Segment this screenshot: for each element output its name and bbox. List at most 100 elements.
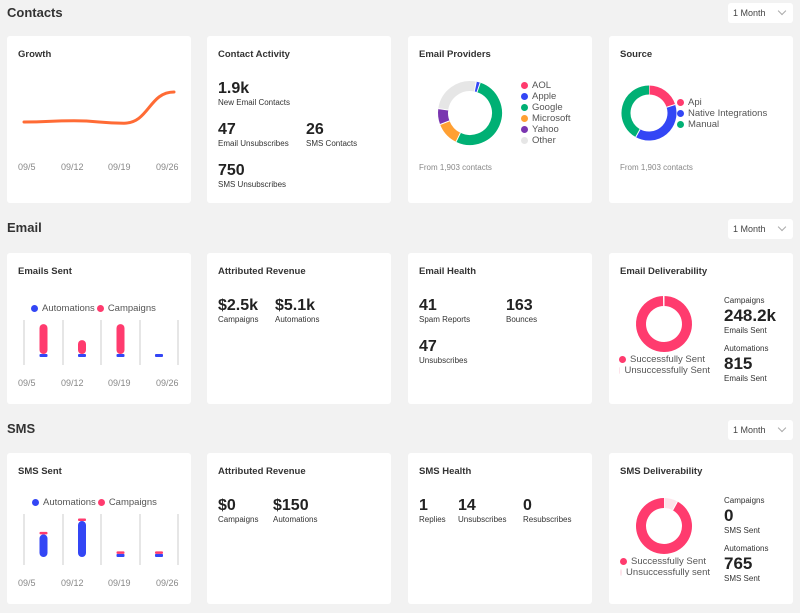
slice-separator: [672, 501, 678, 511]
legend-item: Api: [677, 97, 767, 108]
x-tick-label: 09/5: [18, 162, 36, 172]
legend-label: Other: [532, 135, 556, 146]
growth-line-chart: [22, 90, 176, 125]
x-tick-label: 09/26: [156, 378, 179, 388]
email-health-card: Email Health 41 Spam Reports 163 Bounces…: [408, 253, 592, 404]
stat-value: 765: [724, 554, 753, 573]
chevron-down-icon: [777, 222, 787, 232]
emails-sent-card: Emails Sent Automations Campaigns 09/5 0…: [7, 253, 191, 404]
bar-campaigns: [116, 324, 125, 354]
source-slice: [635, 104, 677, 141]
bar-automations: [78, 354, 86, 357]
bar-campaigns: [78, 340, 86, 354]
sms-health-card: SMS Health 1 Replies 14 Unsubscribes 0 R…: [408, 453, 592, 604]
stat-value: 47: [218, 121, 236, 138]
provider-slice: [474, 81, 481, 93]
legend-item-campaigns: Campaigns: [96, 303, 156, 314]
stat-value: 26: [306, 121, 324, 138]
legend-item-successful: Successfully Sent: [620, 556, 710, 567]
stat-automations-revenue: $5.1k Automations: [275, 297, 319, 325]
sms-sent-bar-chart: [23, 514, 179, 565]
legend-dot: [521, 137, 528, 144]
stat-value: $5.1k: [275, 297, 316, 314]
deliverability-slice: [636, 296, 692, 352]
legend-dot: [96, 305, 104, 312]
bar-automations: [116, 354, 125, 357]
stat-label: Unsubscribes: [458, 515, 507, 524]
legend-label: Automations: [43, 497, 96, 508]
stat-value: 0: [523, 497, 532, 514]
sms-sent-legend: Automations Campaigns: [32, 497, 157, 508]
stat-label: SMS Unsubscribes: [218, 180, 287, 189]
card-title: Attributed Revenue: [218, 466, 306, 477]
legend-dot: [97, 499, 105, 506]
card-title: Emails Sent: [18, 266, 72, 277]
card-title: SMS Sent: [18, 466, 62, 477]
stat-value: $150: [273, 497, 309, 514]
legend-dot: [619, 356, 626, 363]
provider-slice: [456, 82, 502, 145]
slice-separator: [438, 108, 449, 111]
card-title: Growth: [18, 49, 52, 60]
slice-separator: [635, 128, 641, 138]
stat-label: SMS Sent: [724, 526, 761, 535]
legend-label: Api: [688, 97, 702, 108]
stat-email-unsubscribes: 47 Email Unsubscribes: [218, 121, 289, 149]
stat-value: $2.5k: [218, 297, 259, 314]
growth-card: Growth 09/5 09/12 09/19 09/26: [7, 36, 191, 203]
stat-value: 1: [419, 497, 428, 514]
contact-activity-card: Contact Activity 1.9k New Email Contacts…: [207, 36, 391, 203]
bar-automations: [39, 354, 48, 357]
emails-sent-bar-chart: [23, 320, 179, 365]
slice-separator: [473, 81, 477, 92]
source-legend: Api Native Integrations Manual: [677, 97, 767, 130]
legend-item-automations: Automations: [32, 497, 96, 508]
slice-separator: [476, 82, 481, 93]
bar-campaigns: [155, 551, 163, 554]
x-tick-label: 09/12: [61, 578, 84, 588]
stat-campaigns-revenue: $0 Campaigns: [218, 497, 258, 525]
stat-automations-emails-sent: Automations 815 Emails Sent: [724, 344, 768, 384]
legend-label: Microsoft: [532, 113, 571, 124]
x-tick-label: 09/19: [108, 578, 131, 588]
legend-label: Manual: [688, 119, 720, 130]
provider-slice: [440, 120, 461, 142]
legend-label: Unsuccessfully sent: [626, 567, 710, 578]
card-title: Email Providers: [419, 49, 491, 60]
legend-dot: [521, 82, 528, 89]
x-tick-label: 09/26: [156, 578, 179, 588]
stat-bounces: 163 Bounces: [506, 297, 537, 325]
email-deliverability-donut: [636, 295, 692, 352]
legend-item: Apple: [521, 91, 571, 102]
card-title: SMS Deliverability: [620, 466, 703, 477]
x-tick-label: 09/19: [108, 162, 131, 172]
email-providers-card: Email Providers AOL Apple Google Microsoft Y…: [408, 36, 592, 203]
contacts-period-select[interactable]: 1 Month: [728, 3, 793, 23]
x-tick-label: 09/12: [61, 162, 84, 172]
legend-dot: [521, 126, 528, 133]
stat-value: 1.9k: [218, 80, 250, 97]
legend-dot: [619, 367, 621, 374]
bar-campaigns: [78, 518, 86, 522]
email-period-select[interactable]: 1 Month: [728, 219, 793, 239]
sms-revenue-card: Attributed Revenue $0 Campaigns $150 Aut…: [207, 453, 391, 604]
legend-label: Unsuccessfully Sent: [624, 365, 710, 376]
stat-label: Unsubscribes: [419, 356, 468, 365]
card-title: Email Health: [419, 266, 477, 277]
stat-value: 14: [458, 497, 476, 514]
source-card: Source Api Native Integrations Manual From…: [609, 36, 793, 203]
legend-dot: [31, 305, 38, 312]
stat-label: SMS Sent: [724, 574, 761, 583]
legend-item: Microsoft: [521, 113, 571, 124]
stat-automations-revenue: $150 Automations: [273, 497, 317, 525]
sms-period-select[interactable]: 1 Month: [728, 420, 793, 440]
deliverability-slice: [663, 498, 678, 511]
legend-dot: [521, 104, 528, 111]
legend-item-unsuccessful: Unsuccessfully sent: [620, 567, 710, 578]
card-title: SMS Health: [419, 466, 472, 477]
slice-separator: [666, 104, 676, 108]
stat-value: 41: [419, 297, 437, 314]
footnote: From 1,903 contacts: [620, 163, 693, 172]
stat-value: 750: [218, 162, 245, 179]
stat-campaigns-revenue: $2.5k Campaigns: [218, 297, 258, 325]
